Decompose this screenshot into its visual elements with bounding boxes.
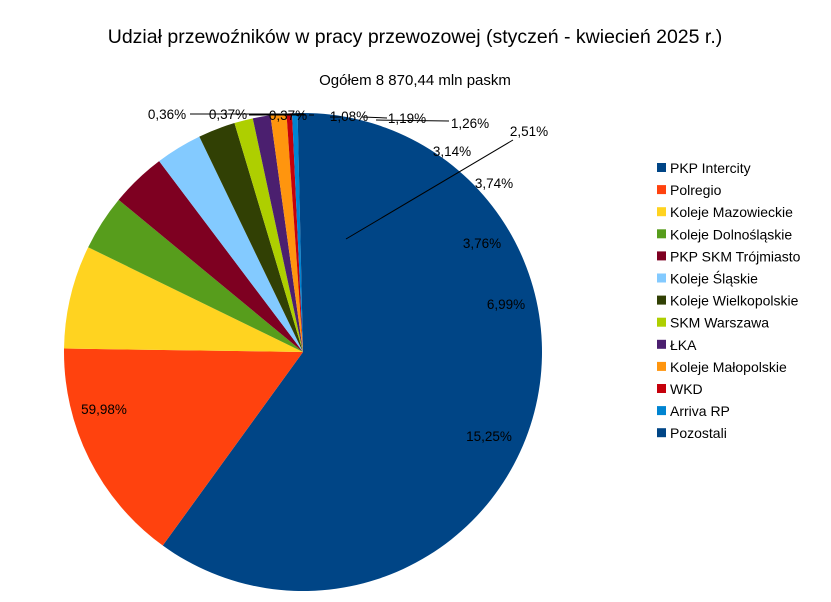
- legend-label-pkp-skm-trojmiasto: PKP SKM Trójmiasto: [670, 248, 801, 264]
- legend-label-koleje-mazowieckie: Koleje Mazowieckie: [670, 204, 793, 220]
- pie-slice-pkp-intercity: [162, 113, 542, 592]
- legend-label-pozostali: Pozostali: [670, 425, 727, 441]
- pie-slices: [63, 112, 542, 592]
- legend-label-lka: ŁKA: [670, 337, 697, 353]
- pie-slice-pkp-skm-trojmiasto: [118, 161, 303, 352]
- legend-label-koleje-dolnoslaskie: Koleje Dolnośląskie: [670, 226, 792, 242]
- slice-label-lka: 1,19%: [388, 111, 426, 126]
- slice-label-arriva-rp: 0,37%: [209, 107, 247, 122]
- legend: PKP Intercity Polregio Koleje Mazowieckie K…: [657, 160, 801, 441]
- leader-line-koleje-wielkopolskie: [345, 139, 514, 240]
- legend-swatch-pkp-intercity: [657, 163, 666, 172]
- legend-swatch-koleje-wielkopolskie: [657, 295, 666, 305]
- legend-label-skm-warszawa: SKM Warszawa: [670, 315, 769, 331]
- chart-subtitle: Ogółem 8 870,44 mln paskm: [319, 72, 511, 89]
- slice-label-skm-warszawa: 1,26%: [451, 116, 489, 131]
- legend-label-koleje-malopolskie: Koleje Małopolskie: [670, 359, 787, 375]
- leader-line-lka: [361, 116, 388, 119]
- legend-swatch-koleje-malopolskie: [657, 361, 666, 371]
- pie-slice-wkd: [286, 113, 303, 352]
- chart-title: Udział przewoźników w pracy przewozowej …: [108, 26, 722, 48]
- legend-swatch-pkp-skm-trojmiasto: [657, 251, 666, 261]
- pie-slice-arriva-rp: [292, 113, 303, 352]
- legend-label-pkp-intercity: PKP Intercity: [670, 160, 751, 176]
- slice-label-pkp-skm-trojmiasto: 3,74%: [475, 176, 513, 191]
- slice-label-koleje-dolnoslaskie: 3,76%: [463, 236, 501, 251]
- slice-label-koleje-malopolskie: 1,08%: [330, 109, 368, 124]
- legend-swatch-arriva-rp: [657, 406, 666, 416]
- legend-swatch-lka: [657, 339, 666, 349]
- pie-slice-koleje-mazowieckie: [64, 247, 304, 352]
- pie-slice-koleje-wielkopolskie: [199, 123, 303, 352]
- legend-swatch-skm-warszawa: [657, 317, 666, 327]
- leader-line-skm-warszawa: [375, 119, 450, 122]
- slice-labels: 59,98% 15,25% 6,99% 3,76% 3,74% 3,14% 2,51% 1,2…: [81, 107, 548, 444]
- pie-slice-lka: [252, 115, 303, 353]
- pie-slice-koleje-malopolskie: [270, 113, 303, 352]
- slice-label-koleje-wielkopolskie: 2,51%: [510, 124, 548, 139]
- legend-label-polregio: Polregio: [670, 182, 722, 198]
- slice-label-wkd: 0,37%: [269, 108, 307, 123]
- legend-swatch-polregio: [657, 185, 666, 195]
- legend-swatch-pozostali: [657, 428, 666, 438]
- pie-slice-skm-warszawa: [234, 118, 303, 352]
- legend-label-koleje-wielkopolskie: Koleje Wielkopolskie: [670, 293, 799, 309]
- pie-slice-polregio: [63, 348, 303, 546]
- legend-label-koleje-slaskie: Koleje Śląskie: [670, 270, 758, 287]
- slice-label-pkp-intercity: 59,98%: [81, 402, 127, 417]
- legend-swatch-koleje-dolnoslaskie: [657, 229, 666, 239]
- pie-slice-koleje-dolnoslaskie: [88, 199, 303, 352]
- legend-swatch-koleje-slaskie: [657, 273, 666, 283]
- slice-label-koleje-mazowieckie: 6,99%: [487, 297, 525, 312]
- slice-label-pozostali: 0,36%: [148, 107, 186, 122]
- pie-slice-koleje-slaskie: [159, 136, 303, 352]
- legend-label-wkd: WKD: [670, 381, 703, 397]
- slice-label-koleje-slaskie: 3,14%: [433, 144, 471, 159]
- legend-label-arriva-rp: Arriva RP: [670, 403, 730, 419]
- legend-swatch-koleje-mazowieckie: [657, 207, 666, 217]
- pie-slice-pozostali: [297, 112, 303, 352]
- legend-swatch-wkd: [657, 384, 666, 393]
- leader-lines: [190, 113, 514, 240]
- slice-label-polregio: 15,25%: [466, 429, 512, 444]
